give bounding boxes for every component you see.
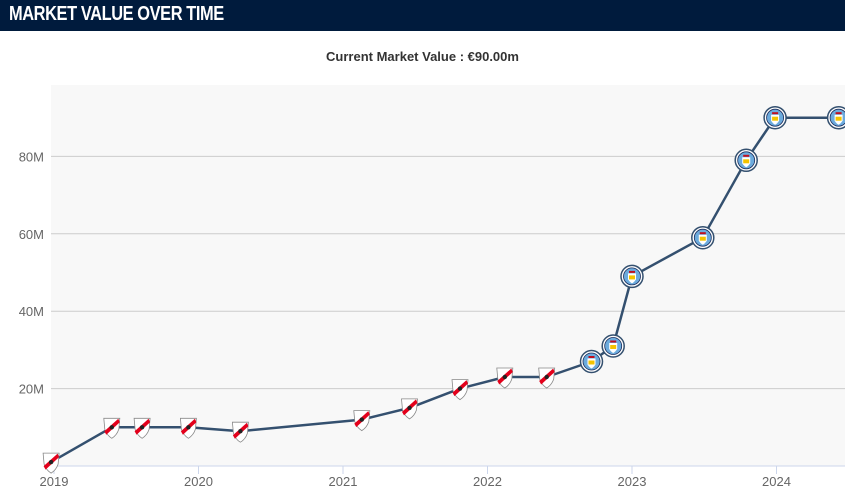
manchester-city-crest-icon[interactable]: [763, 105, 787, 130]
river-plate-crest-icon[interactable]: [451, 379, 469, 401]
manchester-city-crest-icon[interactable]: [691, 225, 715, 250]
x-tick-label: 2023: [618, 474, 647, 489]
y-tick-label: 80M: [19, 149, 44, 164]
manchester-city-crest-icon[interactable]: [601, 334, 625, 358]
x-tick-label: 2019: [40, 474, 69, 489]
river-plate-crest-icon[interactable]: [353, 410, 371, 432]
data-points: [42, 105, 845, 474]
manchester-city-crest-icon[interactable]: [620, 264, 644, 289]
x-tick-label: 2021: [329, 474, 358, 489]
plot-area: [51, 85, 845, 466]
x-tick-label: 2020: [184, 474, 213, 489]
manchester-city-crest-icon[interactable]: [734, 148, 758, 173]
river-plate-crest-icon[interactable]: [401, 398, 418, 420]
y-tick-label: 20M: [19, 382, 44, 397]
x-tick-label: 2022: [473, 474, 502, 489]
river-plate-crest-icon[interactable]: [538, 367, 556, 389]
y-axis-ticks: 20M 40M 60M 80M: [19, 149, 44, 396]
y-tick-label: 60M: [19, 227, 44, 242]
river-plate-crest-icon[interactable]: [231, 421, 249, 443]
river-plate-crest-icon[interactable]: [179, 417, 197, 439]
river-plate-crest-icon[interactable]: [496, 367, 514, 389]
river-plate-crest-icon[interactable]: [42, 452, 60, 474]
x-tick-label: 2024: [762, 474, 791, 489]
section-header: MARKET VALUE OVER TIME: [0, 0, 845, 31]
chart-title: Current Market Value : €90.00m: [326, 49, 519, 64]
river-plate-crest-icon[interactable]: [133, 417, 151, 439]
x-axis-ticks: 2019 2020 2021 2022 2023 2024: [40, 466, 791, 489]
y-tick-label: 40M: [19, 304, 44, 319]
manchester-city-crest-icon[interactable]: [826, 105, 845, 130]
section-title: MARKET VALUE OVER TIME: [9, 3, 224, 25]
river-plate-crest-icon[interactable]: [103, 417, 121, 439]
manchester-city-crest-icon[interactable]: [579, 349, 604, 374]
